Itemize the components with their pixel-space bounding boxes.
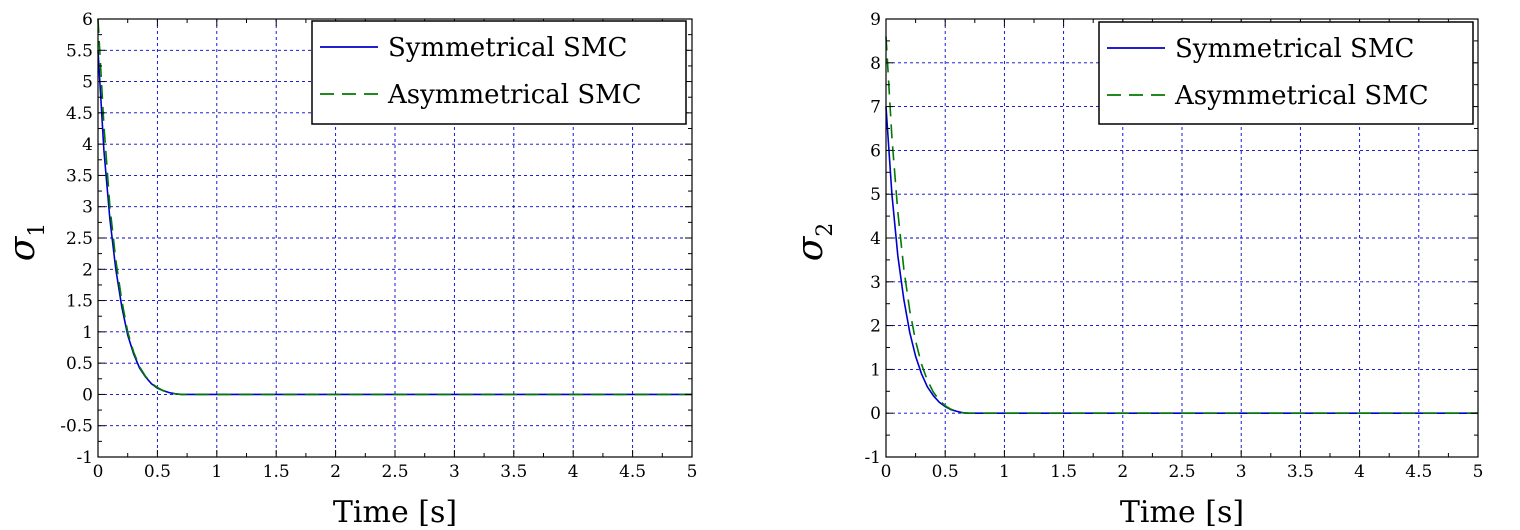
x-tick-label: 0 (93, 462, 104, 482)
y-tick-label: 8 (870, 54, 881, 74)
x-tick-label: 5 (687, 462, 698, 482)
y-tick-label: 3 (82, 198, 93, 218)
y-tick-label: 1 (82, 323, 93, 343)
legend-box (1098, 21, 1474, 125)
y-tick-labels: -1 0 1 2 3 4 5 6 7 8 9 (864, 10, 881, 468)
x-tick-label: 0.5 (144, 462, 171, 482)
y-tick-label: 1.5 (66, 292, 93, 312)
y-tick-label: 2 (82, 260, 93, 280)
legend-box (311, 20, 687, 125)
legend-label-asymmetrical: Asymmetrical SMC (1174, 81, 1429, 111)
x-tick-label: 3.5 (1287, 462, 1314, 482)
y-tick-label: 4 (82, 135, 93, 155)
x-tick-labels: 0 0.5 1 1.5 2 2.5 3 3.5 4 4.5 5 (93, 462, 698, 482)
y-axis-subscript: 1 (25, 223, 50, 237)
y-tick-label: 5 (82, 73, 93, 93)
series-line-asymmetrical (885, 36, 1478, 415)
x-tick-label: 1.5 (1050, 462, 1077, 482)
y-tick-label: 0 (82, 385, 93, 405)
y-tick-label: 0.5 (66, 354, 93, 374)
y-tick-label: 4 (870, 229, 881, 249)
x-axis-label: Time [s] (333, 495, 457, 530)
legend-label-symmetrical: Symmetrical SMC (388, 33, 627, 63)
x-tick-label: 0 (881, 462, 892, 482)
y-tick-label: 3 (870, 273, 881, 293)
x-tick-label: 4 (1354, 462, 1365, 482)
y-axis-subscript: 2 (813, 223, 838, 237)
x-tick-label: 0.5 (932, 462, 959, 482)
y-axis-symbol: σ (790, 235, 831, 261)
x-tick-label: 3.5 (500, 462, 527, 482)
y-tick-label: 7 (870, 98, 881, 118)
y-tick-label: -1 (864, 448, 881, 468)
x-tick-label: 1.5 (263, 462, 290, 482)
y-tick-label: 5 (870, 185, 881, 205)
y-axis-label: σ1 (2, 223, 50, 262)
x-tick-label: 4 (568, 462, 579, 482)
y-tick-labels: -1 -0.5 0 0.5 1 1.5 2 2.5 3 3.5 4 4.5 5 5.5 6 (60, 10, 93, 468)
y-tick-label: 3.5 (66, 166, 93, 186)
y-tick-label: -0.5 (60, 417, 93, 437)
y-tick-label: 6 (82, 10, 93, 30)
x-tick-label: 2 (1117, 462, 1128, 482)
legend-label-symmetrical: Symmetrical SMC (1175, 34, 1414, 64)
x-tick-label: 3 (449, 462, 460, 482)
x-tick-label: 3 (1236, 462, 1247, 482)
y-axis-symbol: σ (2, 235, 43, 261)
legend: Symmetrical SMC Asymmetrical SMC (1098, 21, 1474, 125)
y-tick-label: 5.5 (66, 41, 93, 61)
y-tick-label: 6 (870, 141, 881, 161)
y-tick-label: 1 (870, 360, 881, 380)
x-axis-label: Time [s] (1120, 495, 1244, 530)
x-tick-label: 5 (1473, 462, 1484, 482)
y-tick-label: 0 (870, 404, 881, 424)
x-tick-label: 4.5 (1405, 462, 1432, 482)
x-tick-label: 2.5 (1168, 462, 1195, 482)
plot-lines (885, 36, 1478, 415)
legend: Symmetrical SMC Asymmetrical SMC (311, 20, 687, 125)
y-axis-label: σ2 (790, 223, 838, 262)
x-tick-labels: 0 0.5 1 1.5 2 2.5 3 3.5 4 4.5 5 (881, 462, 1484, 482)
series-line-asymmetrical (97, 18, 692, 396)
plot-lines (97, 18, 692, 396)
x-tick-label: 2.5 (381, 462, 408, 482)
x-tick-label: 4.5 (619, 462, 646, 482)
x-tick-label: 2 (330, 462, 341, 482)
legend-label-asymmetrical: Asymmetrical SMC (387, 80, 642, 110)
chart-sigma-1: 0 0.5 1 1.5 2 2.5 3 3.5 4 4.5 5 -1 -0.5 0 0.5 1 1.5 2 2.5… (2, 10, 697, 530)
y-tick-label: 2.5 (66, 229, 93, 249)
y-tick-label: 9 (870, 10, 881, 30)
x-tick-label: 1 (999, 462, 1010, 482)
y-tick-label: -1 (76, 448, 93, 468)
x-tick-label: 1 (211, 462, 222, 482)
y-tick-label: 4.5 (66, 104, 93, 124)
y-tick-label: 2 (870, 317, 881, 337)
